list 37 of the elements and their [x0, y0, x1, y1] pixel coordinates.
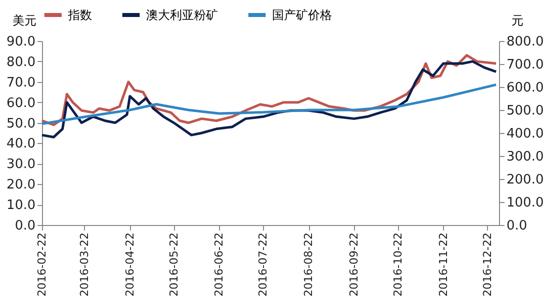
y-tick-label: 90.0: [6, 34, 36, 50]
line-series: [40, 83, 498, 126]
legend-label: 指数: [67, 8, 92, 22]
y-tick-label: 30.0: [6, 157, 36, 172]
y-tick-label: 50.0: [6, 116, 36, 132]
y2-axis-title: 元: [512, 14, 524, 28]
y-tick-label: 80.0: [6, 54, 36, 70]
legend-label: 国产矿价格: [272, 8, 332, 22]
x-tick-label: 2016-02-22: [36, 232, 48, 296]
y2-tick-label: 800.0: [506, 34, 544, 50]
legend-label: 澳大利亚粉矿: [146, 8, 218, 22]
line-series: [40, 60, 498, 138]
y2-tick-label: 200.0: [506, 172, 544, 188]
y2-tick-label: 500.0: [506, 104, 544, 118]
y-tick-label: 0.0: [14, 218, 36, 234]
y2-tick-label: 100.0: [506, 196, 544, 210]
y-tick-label: 40.0: [6, 136, 36, 152]
x-tick-label: 2016-03-22: [78, 232, 91, 296]
y2-tick-label: 700.0: [506, 58, 544, 72]
y-tick-label: 70.0: [6, 75, 36, 90]
y2-tick-label: 300.0: [506, 150, 544, 164]
x-tick-label: 2016-12-22: [480, 232, 494, 296]
x-tick-label: 2016-07-22: [256, 232, 270, 296]
x-tick-label: 2016-05-22: [167, 232, 180, 296]
x-tick-label: 2016-04-22: [123, 232, 136, 296]
y-tick-label: 60.0: [6, 96, 36, 111]
y2-tick-label: 400.0: [506, 126, 544, 142]
y2-tick-label: 0.0: [506, 218, 528, 234]
x-tick-label: 2016-08-22: [302, 232, 316, 296]
x-tick-label: 2016-06-22: [212, 232, 226, 296]
y-tick-label: 20.0: [6, 178, 36, 193]
y-tick-label: 10.0: [6, 198, 36, 214]
y2-tick-label: 600.0: [506, 80, 544, 96]
x-tick-label: 2016-10-22: [391, 232, 404, 296]
x-tick-label: 2016-11-22: [436, 232, 450, 296]
x-tick-label: 2016-09-22: [347, 232, 360, 296]
y-axis-title: 美元: [12, 14, 36, 28]
